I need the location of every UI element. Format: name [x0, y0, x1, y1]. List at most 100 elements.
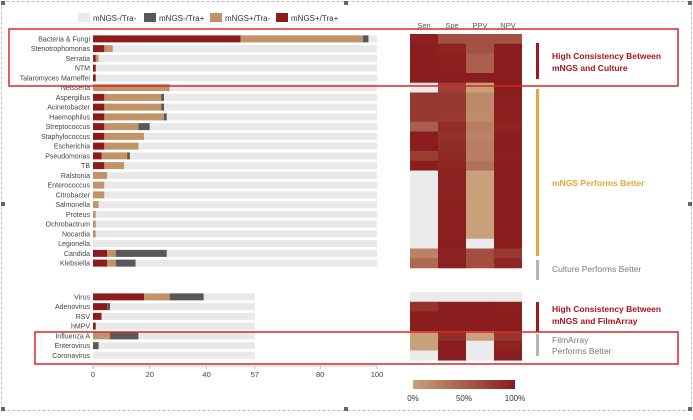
- bar-segment: [93, 54, 96, 62]
- callouts: High Consistency Between mNGS and Cultur…: [536, 43, 661, 356]
- heatmap-tick-label: 0%: [407, 394, 419, 403]
- category-label: Adenovirus: [55, 304, 91, 311]
- heatmap-cell: [466, 160, 494, 171]
- category-label: Bacteria & Fungi: [38, 36, 90, 43]
- bar-segment: [93, 142, 105, 150]
- bar-segment: [93, 191, 105, 199]
- heatmap-tick-label: 100%: [505, 394, 525, 403]
- heatmap-cell: [494, 102, 522, 113]
- legend: mNGS-/Tra- mNGS-/Tra+ mNGS+/Tra- mNGS+/T…: [78, 13, 339, 23]
- resize-handle[interactable]: [1, 407, 5, 411]
- x-tick-label: 40: [202, 370, 210, 379]
- resize-handle[interactable]: [344, 1, 348, 5]
- bar-segment: [93, 303, 108, 311]
- bar-segment: [93, 132, 105, 140]
- heatmap-cell: [466, 121, 494, 132]
- heatmap-cell: [410, 43, 438, 54]
- callout-text: High Consistency Between: [552, 304, 661, 314]
- heatmap-cell: [466, 229, 494, 240]
- heatmap-cell: [438, 258, 466, 269]
- heatmap-col-header: NPV: [500, 21, 515, 30]
- heatmap-col-header: Sen: [417, 21, 430, 30]
- bar-segment: [161, 103, 164, 111]
- heatmap-cell: [438, 121, 466, 132]
- heatmap-cell: [466, 170, 494, 181]
- callout-bar-culture-better: [536, 260, 539, 280]
- resize-handle[interactable]: [688, 1, 692, 5]
- resize-handle[interactable]: [344, 407, 348, 411]
- bar-segment: [104, 45, 113, 53]
- bar-segment: [95, 54, 99, 62]
- category-label: hMPV: [71, 324, 90, 331]
- bar-segment: [138, 332, 255, 340]
- heatmap-cell: [466, 331, 494, 342]
- bar-segment: [104, 113, 164, 121]
- heatmap-cell: [466, 151, 494, 162]
- bar-segment: [144, 293, 170, 301]
- bar-segment: [104, 191, 378, 199]
- heatmap-cell: [494, 34, 522, 45]
- bar-segment: [93, 74, 96, 82]
- stacked-bar-chart: Bacteria & Fungi Stenotrophomonas Serratia…: [20, 35, 383, 379]
- heatmap-cell: [410, 350, 438, 361]
- bar-segment: [368, 35, 377, 43]
- callout-bar-filmarray-better: [536, 334, 539, 356]
- heatmap-cell: [494, 180, 522, 191]
- heatmap-cell: [410, 112, 438, 123]
- callout-text: FilmArray: [552, 335, 589, 345]
- heatmap-cell: [494, 53, 522, 64]
- bar-segment: [93, 84, 170, 92]
- heatmap-cell: [466, 301, 494, 312]
- heatmap-cell: [466, 311, 494, 322]
- heatmap-cell: [410, 229, 438, 240]
- category-label: RSV: [76, 314, 91, 321]
- resize-handle[interactable]: [1, 1, 5, 5]
- heatmap-cell: [410, 321, 438, 332]
- category-label: TB: [81, 163, 90, 170]
- bar-segment: [161, 93, 164, 101]
- bar-segment: [93, 152, 102, 160]
- heatmap-cell: [466, 34, 494, 45]
- bar-segment: [104, 103, 162, 111]
- bar-segment: [104, 162, 125, 170]
- bar-segment: [95, 210, 377, 218]
- heatmap-cell: [438, 229, 466, 240]
- category-label: Candida: [64, 251, 90, 258]
- heatmap-cell: [438, 340, 466, 351]
- category-label: Virus: [74, 294, 90, 301]
- resize-handle[interactable]: [688, 407, 692, 411]
- heatmap-cell: [438, 82, 466, 93]
- heatmap-cell: [494, 112, 522, 123]
- heatmap-cell: [410, 73, 438, 84]
- resize-handle[interactable]: [1, 202, 5, 206]
- heatmap-cell: [466, 82, 494, 93]
- heatmap-cell: [494, 131, 522, 142]
- bar-segment: [169, 293, 204, 301]
- heatmap-cell: [438, 238, 466, 249]
- bar-segment: [144, 132, 377, 140]
- bar-segment: [93, 113, 105, 121]
- category-label: Acinetobacter: [47, 105, 90, 112]
- bar-segment: [110, 332, 139, 340]
- legend-label-neg-pos: mNGS-/Tra+: [159, 14, 205, 23]
- bar-segment: [93, 293, 145, 301]
- resize-handle[interactable]: [688, 202, 692, 206]
- heatmap-cell: [438, 141, 466, 152]
- heatmap-cell: [410, 209, 438, 220]
- bar-segment: [107, 259, 116, 267]
- category-label: Aspergillus: [56, 95, 91, 102]
- heatmap-cell: [494, 43, 522, 54]
- bar-segment: [93, 312, 102, 320]
- bar-segment: [104, 181, 378, 189]
- heatmap-cell: [494, 121, 522, 132]
- highlight-box-bottom: [34, 331, 679, 365]
- bar-segment: [98, 201, 378, 209]
- category-label: Nocardia: [62, 231, 90, 238]
- bar-segment: [93, 351, 255, 359]
- bar-segment: [93, 332, 111, 340]
- bar-segment: [127, 152, 130, 160]
- callout-text: mNGS and FilmArray: [552, 316, 638, 326]
- heatmap-cell: [438, 112, 466, 123]
- heatmap-cell: [438, 301, 466, 312]
